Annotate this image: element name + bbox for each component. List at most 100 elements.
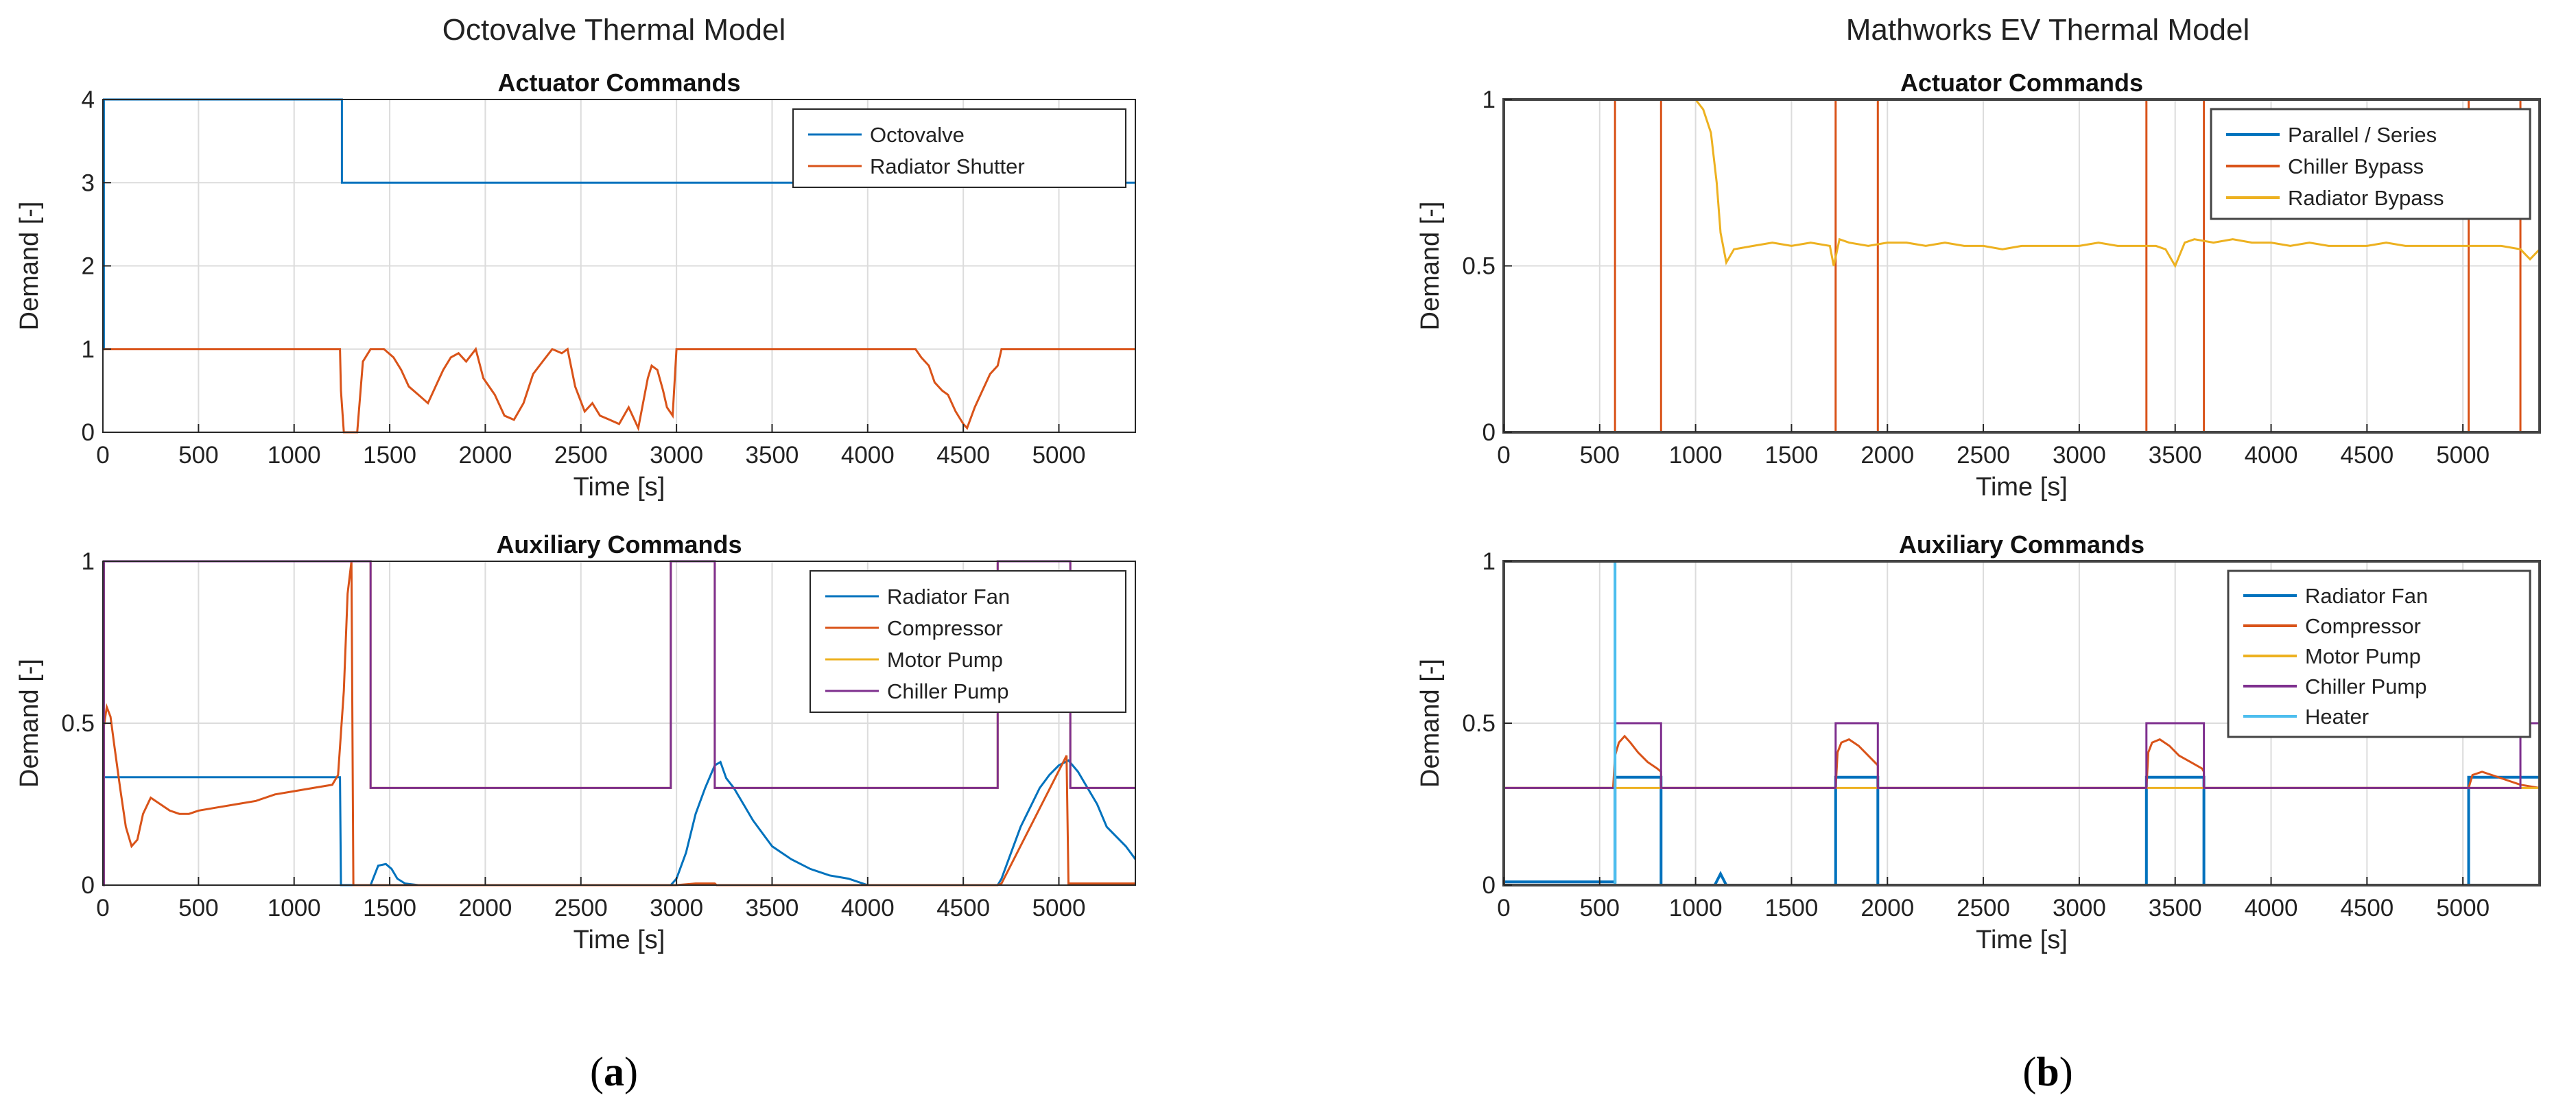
panel-b-label: (b) — [2022, 1049, 2072, 1094]
mathworks-actuator-legend-label: Parallel / Series — [2288, 123, 2437, 147]
octovalve-auxiliary-y-tick-label: 1 — [82, 548, 95, 575]
octovalve-actuator-x-tick-label: 4000 — [841, 442, 895, 469]
octovalve-auxiliary-ylabel: Demand [-] — [15, 659, 44, 788]
mathworks-actuator-ylabel: Demand [-] — [1416, 202, 1445, 331]
octovalve-actuator-y-tick-label: 1 — [82, 336, 95, 363]
octovalve-actuator-x-tick-label: 5000 — [1032, 442, 1086, 469]
mathworks-auxiliary-legend-label: Compressor — [2305, 614, 2421, 638]
octovalve-auxiliary-x-tick-label: 0 — [96, 895, 109, 921]
mathworks-auxiliary-title: Auxiliary Commands — [1899, 530, 2144, 559]
octovalve-auxiliary-x-tick-label: 5000 — [1032, 895, 1086, 921]
octovalve-actuator-x-tick-label: 2500 — [554, 442, 608, 469]
octovalve-actuator-x-tick-label: 4500 — [936, 442, 990, 469]
mathworks-auxiliary-legend-label: Motor Pump — [2305, 644, 2421, 668]
mathworks-actuator-legend-label: Radiator Bypass — [2288, 186, 2444, 210]
octovalve-auxiliary-x-tick-label: 1500 — [363, 895, 416, 921]
octovalve-actuator-x-tick-label: 1500 — [363, 442, 416, 469]
octovalve-actuator-series-radiator-shutter — [103, 347, 1135, 434]
octovalve-auxiliary-legend-label: Compressor — [887, 616, 1003, 640]
mathworks-actuator-legend-box — [2210, 108, 2531, 220]
mathworks-actuator-chart: 0 500 1000 1500 2000 2500 3000 3500 4000 4500 5000… — [1416, 69, 2541, 502]
mathworks-actuator-legend-label: Chiller Bypass — [2288, 154, 2424, 178]
mathworks-auxiliary-x-tick-label: 3000 — [2053, 895, 2106, 921]
octovalve-actuator-x-tick-label: 1000 — [268, 442, 321, 469]
octovalve-auxiliary-x-tick-label: 3500 — [746, 895, 799, 921]
mathworks-actuator-xlabel: Time [s] — [1976, 473, 2068, 502]
octovalve-actuator-x-tick-label: 2000 — [458, 442, 512, 469]
mathworks-auxiliary-legend-label: Heater — [2305, 705, 2369, 729]
octovalve-actuator-title: Actuator Commands — [497, 69, 740, 97]
mathworks-actuator-y-tick-label: 1 — [1482, 86, 1496, 113]
octovalve-auxiliary-y-tick-label: 0.5 — [61, 710, 95, 737]
panel-a-label: (a) — [590, 1049, 638, 1094]
mathworks-auxiliary-x-tick-label: 2000 — [1860, 895, 1914, 921]
octovalve-actuator-y-tick-label: 0 — [82, 419, 95, 446]
mathworks-auxiliary-x-tick-label: 3500 — [2149, 895, 2202, 921]
mathworks-actuator-y-tick-label: 0 — [1482, 419, 1496, 446]
mathworks-auxiliary-x-tick-label: 1500 — [1765, 895, 1819, 921]
octovalve-auxiliary-x-tick-label: 2500 — [554, 895, 608, 921]
mathworks-actuator-x-tick-label: 4000 — [2245, 442, 2298, 469]
mathworks-actuator-y-tick-label: 0.5 — [1462, 253, 1496, 280]
mathworks-auxiliary-x-tick-label: 4000 — [2245, 895, 2298, 921]
octovalve-auxiliary-legend-label: Radiator Fan — [887, 585, 1010, 609]
mathworks-actuator-x-tick-label: 1500 — [1765, 442, 1819, 469]
mathworks-actuator-x-tick-label: 5000 — [2436, 442, 2490, 469]
panel-b-title: Mathworks EV Thermal Model — [1846, 13, 2250, 47]
mathworks-auxiliary-legend: Radiator Fan Compressor Motor Pump Chiller … — [2227, 569, 2531, 738]
mathworks-auxiliary-legend-box — [2227, 569, 2531, 738]
octovalve-auxiliary-x-tick-label: 1000 — [268, 895, 321, 921]
mathworks-actuator-series-radiator-bypass — [1504, 98, 2540, 268]
octovalve-auxiliary-legend-label: Chiller Pump — [887, 679, 1008, 703]
octovalve-auxiliary-y-tick-label: 0 — [82, 872, 95, 899]
mathworks-auxiliary-ylabel: Demand [-] — [1416, 659, 1445, 788]
octovalve-actuator-chart: 0 500 1000 1500 2000 2500 3000 3500 4000 4500 5000… — [15, 69, 1136, 502]
octovalve-actuator-legend: Octovalve Radiator Shutter — [792, 108, 1126, 188]
mathworks-actuator-title: Actuator Commands — [1900, 69, 2143, 97]
octovalve-auxiliary-legend-label: Motor Pump — [887, 648, 1003, 672]
octovalve-actuator-x-tick-label: 3500 — [746, 442, 799, 469]
octovalve-auxiliary-chart: 0 500 1000 1500 2000 2500 3000 3500 4000 4500 5000… — [15, 530, 1136, 954]
mathworks-auxiliary-x-tick-label: 5000 — [2436, 895, 2490, 921]
mathworks-auxiliary-y-tick-label: 0 — [1482, 872, 1496, 899]
mathworks-auxiliary-chart: 0 500 1000 1500 2000 2500 3000 3500 4000 4500 5000… — [1416, 530, 2541, 954]
mathworks-actuator-x-tick-label: 0 — [1497, 442, 1510, 469]
octovalve-actuator-y-tick-label: 4 — [82, 86, 95, 113]
mathworks-auxiliary-x-tick-label: 1000 — [1669, 895, 1723, 921]
panel-a-title: Octovalve Thermal Model — [442, 13, 786, 47]
octovalve-auxiliary-xlabel: Time [s] — [574, 926, 665, 954]
octovalve-actuator-ylabel: Demand [-] — [15, 202, 44, 331]
octovalve-actuator-x-tick-label: 500 — [178, 442, 218, 469]
octovalve-auxiliary-x-tick-label: 500 — [178, 895, 218, 921]
mathworks-auxiliary-series-chiller-pump — [1504, 722, 2540, 789]
octovalve-actuator-xlabel: Time [s] — [574, 473, 665, 502]
mathworks-auxiliary-y-tick-label: 0.5 — [1462, 710, 1496, 737]
mathworks-auxiliary-xlabel: Time [s] — [1976, 926, 2068, 954]
mathworks-actuator-legend: Parallel / Series Chiller Bypass Radiator … — [2210, 108, 2531, 220]
mathworks-auxiliary-x-tick-label: 4500 — [2340, 895, 2394, 921]
mathworks-actuator-x-tick-label: 3000 — [2053, 442, 2106, 469]
mathworks-actuator-x-tick-label: 500 — [1580, 442, 1620, 469]
mathworks-auxiliary-y-tick-label: 1 — [1482, 548, 1496, 575]
octovalve-actuator-x-tick-label: 0 — [96, 442, 109, 469]
mathworks-actuator-x-tick-label: 1000 — [1669, 442, 1723, 469]
mathworks-auxiliary-x-tick-label: 0 — [1497, 895, 1510, 921]
mathworks-auxiliary-x-tick-label: 500 — [1580, 895, 1620, 921]
mathworks-auxiliary-x-tick-label: 2500 — [1957, 895, 2010, 921]
octovalve-auxiliary-series-compressor — [103, 561, 1135, 886]
mathworks-actuator-x-tick-label: 2500 — [1957, 442, 2010, 469]
octovalve-auxiliary-x-tick-label: 4500 — [936, 895, 990, 921]
mathworks-actuator-x-tick-label: 3500 — [2149, 442, 2202, 469]
octovalve-auxiliary-x-tick-label: 2000 — [458, 895, 512, 921]
octovalve-auxiliary-x-tick-label: 3000 — [650, 895, 703, 921]
octovalve-actuator-x-tick-label: 3000 — [650, 442, 703, 469]
octovalve-auxiliary-x-tick-label: 4000 — [841, 895, 895, 921]
mathworks-actuator-x-tick-label: 4500 — [2340, 442, 2394, 469]
octovalve-actuator-legend-box — [792, 108, 1126, 188]
octovalve-auxiliary-legend-box — [810, 570, 1126, 713]
octovalve-auxiliary-title: Auxiliary Commands — [496, 530, 742, 559]
mathworks-auxiliary-legend-label: Radiator Fan — [2305, 584, 2428, 608]
octovalve-auxiliary-legend: Radiator Fan Compressor Motor Pump Chiller … — [810, 570, 1126, 713]
mathworks-auxiliary-legend-label: Chiller Pump — [2305, 674, 2426, 698]
